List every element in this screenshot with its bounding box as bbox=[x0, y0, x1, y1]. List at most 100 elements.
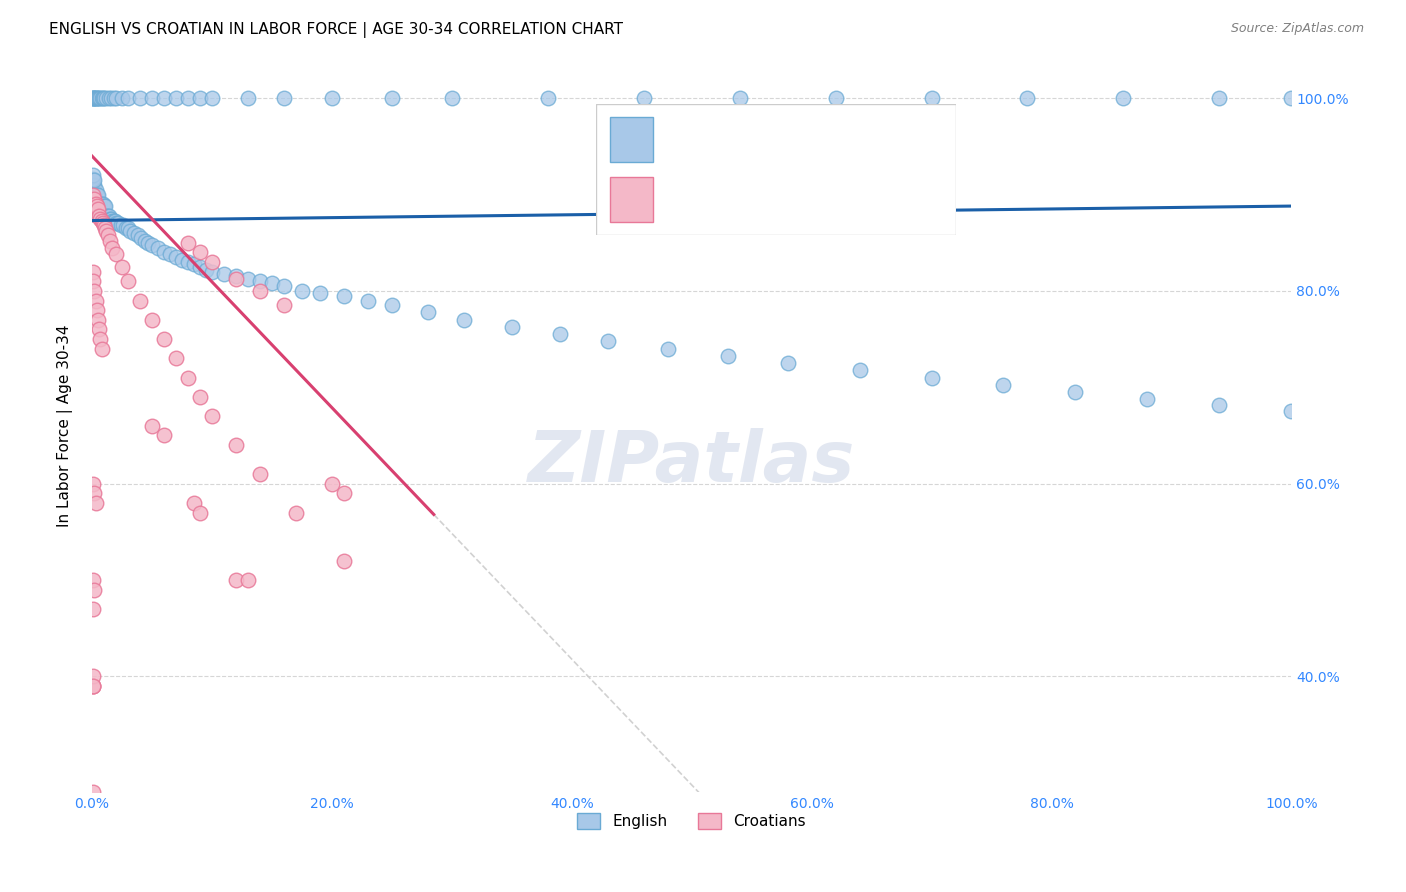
Point bbox=[194, 262, 217, 277]
Point bbox=[273, 279, 295, 293]
Point bbox=[104, 214, 127, 228]
Point bbox=[82, 91, 104, 105]
Point bbox=[273, 298, 295, 312]
Point bbox=[84, 91, 107, 105]
Point bbox=[83, 207, 105, 221]
Point bbox=[136, 235, 159, 250]
Point bbox=[84, 91, 107, 105]
Point bbox=[183, 257, 205, 271]
Point bbox=[90, 342, 112, 356]
Point bbox=[83, 486, 105, 500]
Point bbox=[82, 192, 104, 206]
Point bbox=[201, 409, 224, 424]
Point bbox=[82, 178, 104, 192]
Point bbox=[100, 91, 122, 105]
Point bbox=[82, 476, 104, 491]
Point bbox=[1064, 385, 1087, 400]
Point bbox=[1208, 398, 1230, 412]
Point bbox=[83, 91, 105, 105]
Point bbox=[416, 305, 439, 319]
Point bbox=[82, 264, 104, 278]
Point bbox=[548, 327, 571, 342]
Point bbox=[236, 573, 259, 587]
Point bbox=[96, 227, 118, 242]
Point bbox=[104, 216, 127, 230]
Point bbox=[260, 276, 283, 290]
Point bbox=[93, 199, 115, 213]
Point bbox=[381, 298, 404, 312]
Point bbox=[82, 679, 104, 693]
Point bbox=[94, 221, 117, 235]
Point bbox=[141, 418, 163, 433]
Point bbox=[84, 192, 107, 206]
Point bbox=[82, 274, 104, 288]
Point bbox=[96, 209, 118, 223]
Point bbox=[165, 351, 187, 366]
Point bbox=[97, 91, 120, 105]
Point bbox=[90, 214, 112, 228]
Point bbox=[91, 216, 114, 230]
Point bbox=[104, 247, 127, 261]
Point bbox=[201, 91, 224, 105]
Point bbox=[86, 303, 108, 318]
Point bbox=[90, 197, 112, 211]
Point bbox=[117, 91, 139, 105]
Point bbox=[141, 91, 163, 105]
Point bbox=[101, 240, 124, 254]
Point bbox=[87, 207, 110, 221]
Point bbox=[117, 221, 139, 235]
Point bbox=[87, 202, 110, 216]
Point bbox=[848, 363, 870, 377]
Point bbox=[117, 274, 139, 288]
Point bbox=[188, 260, 211, 274]
Point bbox=[83, 202, 105, 216]
Point bbox=[86, 207, 108, 221]
Point bbox=[225, 438, 247, 452]
Point bbox=[83, 197, 105, 211]
Point bbox=[201, 255, 224, 269]
Point bbox=[440, 91, 463, 105]
Point bbox=[84, 207, 107, 221]
Point bbox=[82, 602, 104, 616]
Point bbox=[657, 342, 679, 356]
Point bbox=[83, 178, 105, 192]
Point bbox=[96, 91, 118, 105]
Point bbox=[728, 91, 751, 105]
Point bbox=[177, 255, 200, 269]
Point bbox=[127, 227, 149, 242]
Point bbox=[89, 197, 111, 211]
Point bbox=[537, 91, 560, 105]
Point bbox=[83, 202, 105, 216]
Point bbox=[82, 197, 104, 211]
Point bbox=[153, 91, 176, 105]
Point bbox=[82, 679, 104, 693]
Point bbox=[1279, 91, 1302, 105]
Point bbox=[188, 506, 211, 520]
Point bbox=[225, 269, 247, 284]
Point bbox=[170, 253, 193, 268]
Point bbox=[89, 207, 111, 221]
Point bbox=[333, 486, 356, 500]
Point bbox=[82, 679, 104, 693]
Point bbox=[96, 209, 118, 223]
Point bbox=[333, 554, 356, 568]
Point bbox=[717, 350, 740, 364]
Point bbox=[921, 91, 943, 105]
Point bbox=[249, 467, 271, 481]
Point bbox=[91, 91, 114, 105]
Point bbox=[824, 91, 846, 105]
Point bbox=[101, 214, 124, 228]
Point bbox=[177, 235, 200, 250]
Point bbox=[321, 476, 343, 491]
Point bbox=[249, 284, 271, 298]
Point bbox=[129, 293, 152, 308]
Point bbox=[98, 211, 121, 226]
Point bbox=[82, 573, 104, 587]
Point bbox=[83, 187, 105, 202]
Point bbox=[188, 245, 211, 260]
Point bbox=[153, 428, 176, 442]
Point bbox=[90, 91, 112, 105]
Point bbox=[153, 245, 176, 260]
Point bbox=[165, 91, 187, 105]
Point bbox=[112, 219, 135, 233]
